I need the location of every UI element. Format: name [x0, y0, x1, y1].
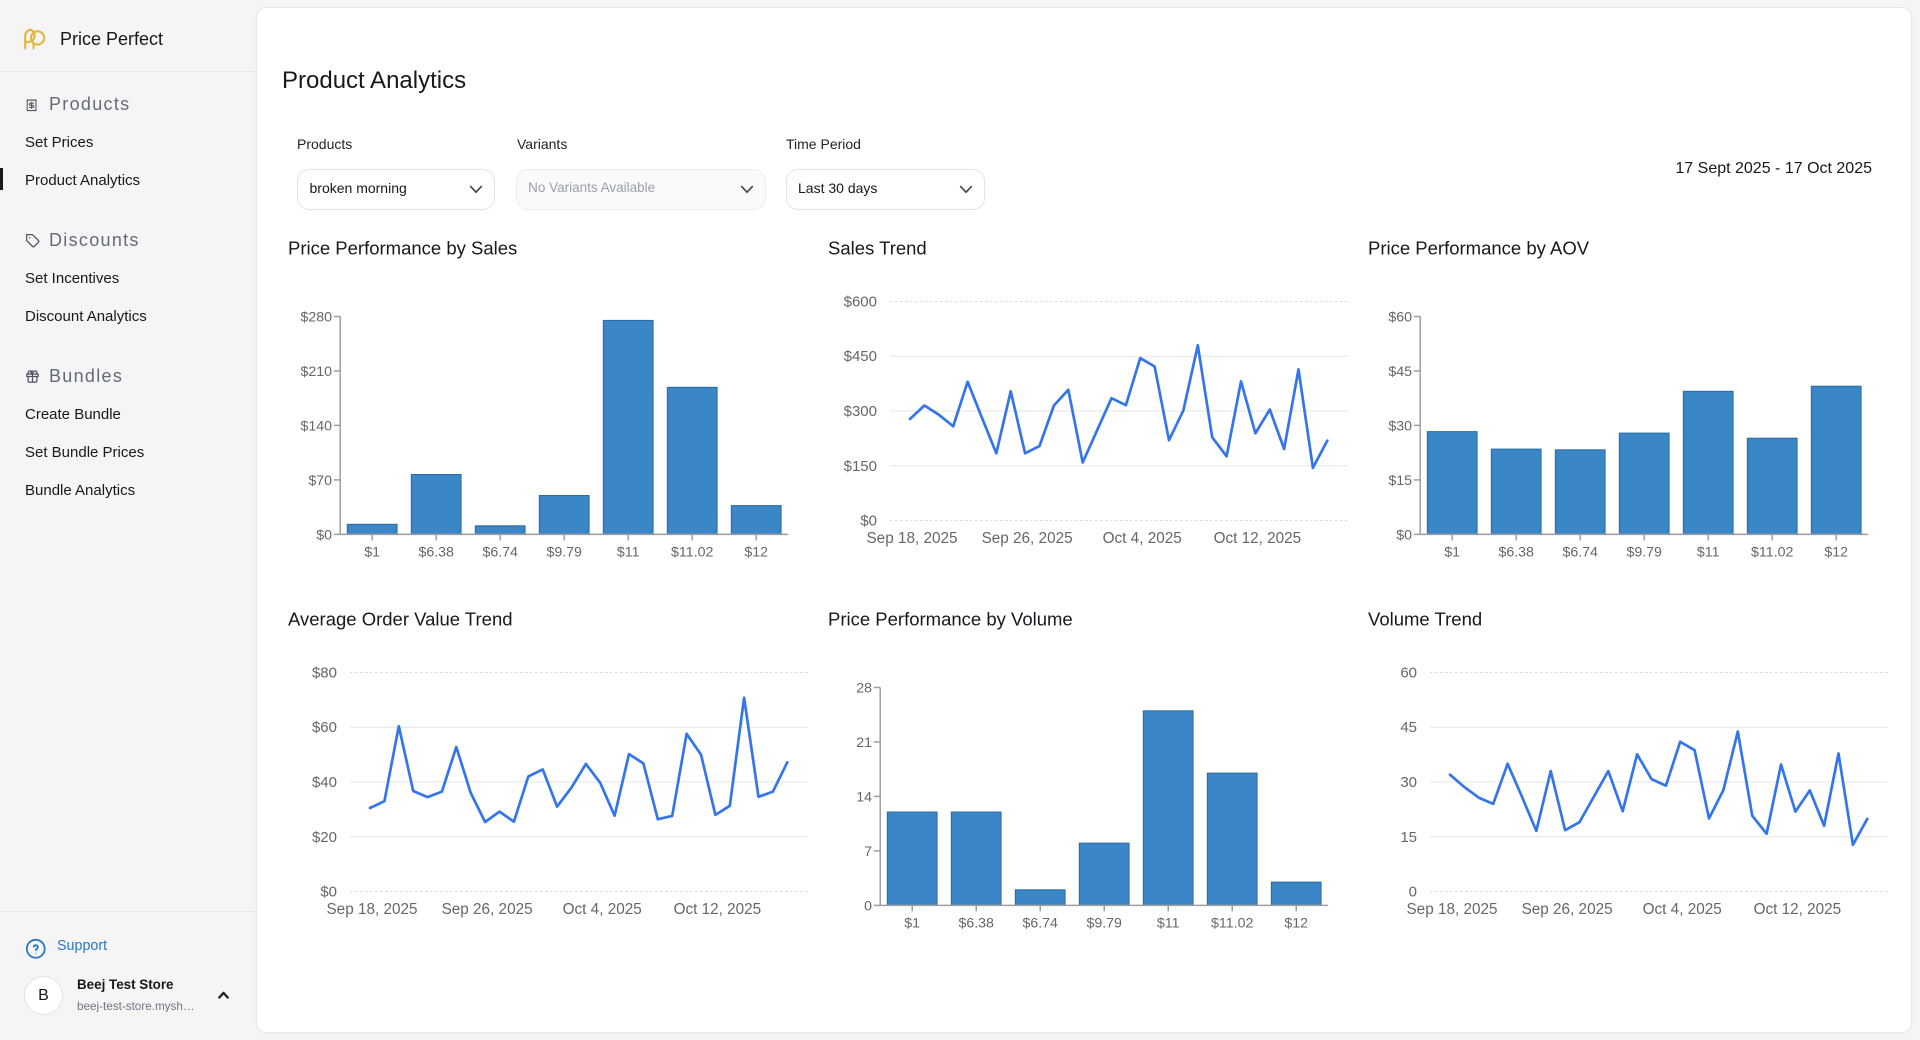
svg-text:$60: $60	[1388, 310, 1412, 326]
svg-text:$11.02: $11.02	[1751, 544, 1793, 560]
svg-text:$60: $60	[312, 719, 337, 736]
svg-text:$1: $1	[904, 915, 920, 931]
svg-text:Price Performance by Sales: Price Performance by Sales	[288, 238, 517, 259]
svg-text:$40: $40	[312, 774, 337, 791]
svg-text:14: 14	[856, 789, 872, 805]
svg-text:Oct 4, 2025: Oct 4, 2025	[563, 901, 642, 918]
svg-text:Sep 18, 2025: Sep 18, 2025	[866, 530, 957, 547]
svg-text:$300: $300	[844, 403, 877, 420]
svg-text:$11.02: $11.02	[1211, 915, 1253, 931]
svg-text:21: 21	[856, 735, 872, 751]
svg-text:$6.74: $6.74	[482, 544, 518, 560]
svg-text:Price Performance by Volume: Price Performance by Volume	[828, 609, 1073, 630]
svg-text:Sep 26, 2025: Sep 26, 2025	[982, 530, 1073, 547]
svg-text:$450: $450	[844, 348, 877, 365]
svg-text:$12: $12	[1284, 915, 1308, 931]
svg-text:$0: $0	[1396, 527, 1412, 543]
svg-text:30: 30	[1400, 774, 1417, 791]
svg-text:Volume Trend: Volume Trend	[1368, 609, 1482, 630]
svg-text:60: 60	[1400, 665, 1417, 682]
svg-text:$210: $210	[300, 364, 332, 380]
svg-text:$70: $70	[308, 473, 332, 489]
svg-text:$150: $150	[844, 458, 877, 475]
svg-text:15: 15	[1400, 829, 1417, 846]
svg-text:Oct 12, 2025: Oct 12, 2025	[1214, 530, 1302, 547]
svg-text:$6.74: $6.74	[1562, 544, 1598, 560]
svg-text:$30: $30	[1388, 418, 1412, 434]
svg-text:$280: $280	[300, 310, 332, 326]
svg-text:Oct 12, 2025: Oct 12, 2025	[674, 901, 762, 918]
svg-text:Oct 4, 2025: Oct 4, 2025	[1643, 901, 1722, 918]
svg-text:Oct 12, 2025: Oct 12, 2025	[1754, 901, 1842, 918]
svg-text:7: 7	[864, 844, 872, 860]
svg-text:$9.79: $9.79	[1626, 544, 1662, 560]
svg-text:Sep 18, 2025: Sep 18, 2025	[1406, 901, 1497, 918]
svg-text:$1: $1	[1444, 544, 1460, 560]
svg-text:$6.38: $6.38	[958, 915, 994, 931]
svg-text:$6.38: $6.38	[418, 544, 454, 560]
svg-text:$0: $0	[320, 884, 337, 901]
svg-text:0: 0	[864, 898, 872, 914]
svg-text:$140: $140	[300, 418, 332, 434]
svg-text:Sep 18, 2025: Sep 18, 2025	[326, 901, 417, 918]
svg-text:45: 45	[1400, 719, 1417, 736]
svg-text:0: 0	[1409, 884, 1417, 901]
svg-text:$9.79: $9.79	[1086, 915, 1122, 931]
svg-text:$11: $11	[1697, 544, 1720, 560]
svg-text:$0: $0	[316, 527, 332, 543]
svg-text:$12: $12	[744, 544, 768, 560]
svg-text:$9.79: $9.79	[546, 544, 582, 560]
svg-text:Sales Trend: Sales Trend	[828, 238, 927, 259]
svg-text:$600: $600	[844, 294, 877, 311]
svg-text:$11.02: $11.02	[671, 544, 713, 560]
svg-text:Sep 26, 2025: Sep 26, 2025	[442, 901, 533, 918]
svg-text:$12: $12	[1824, 544, 1848, 560]
svg-text:Sep 26, 2025: Sep 26, 2025	[1522, 901, 1613, 918]
svg-text:Price Performance by AOV: Price Performance by AOV	[1368, 238, 1590, 259]
svg-text:$11: $11	[617, 544, 640, 560]
svg-text:$15: $15	[1388, 473, 1412, 489]
svg-text:Oct 4, 2025: Oct 4, 2025	[1103, 530, 1182, 547]
svg-text:$0: $0	[860, 513, 877, 530]
svg-text:$45: $45	[1388, 364, 1412, 380]
svg-text:$80: $80	[312, 665, 337, 682]
svg-text:$1: $1	[364, 544, 380, 560]
svg-text:28: 28	[856, 681, 872, 697]
svg-text:$6.38: $6.38	[1498, 544, 1534, 560]
svg-text:$11: $11	[1157, 915, 1180, 931]
svg-text:Average Order Value Trend: Average Order Value Trend	[288, 609, 513, 630]
svg-text:$20: $20	[312, 829, 337, 846]
svg-text:$6.74: $6.74	[1022, 915, 1058, 931]
